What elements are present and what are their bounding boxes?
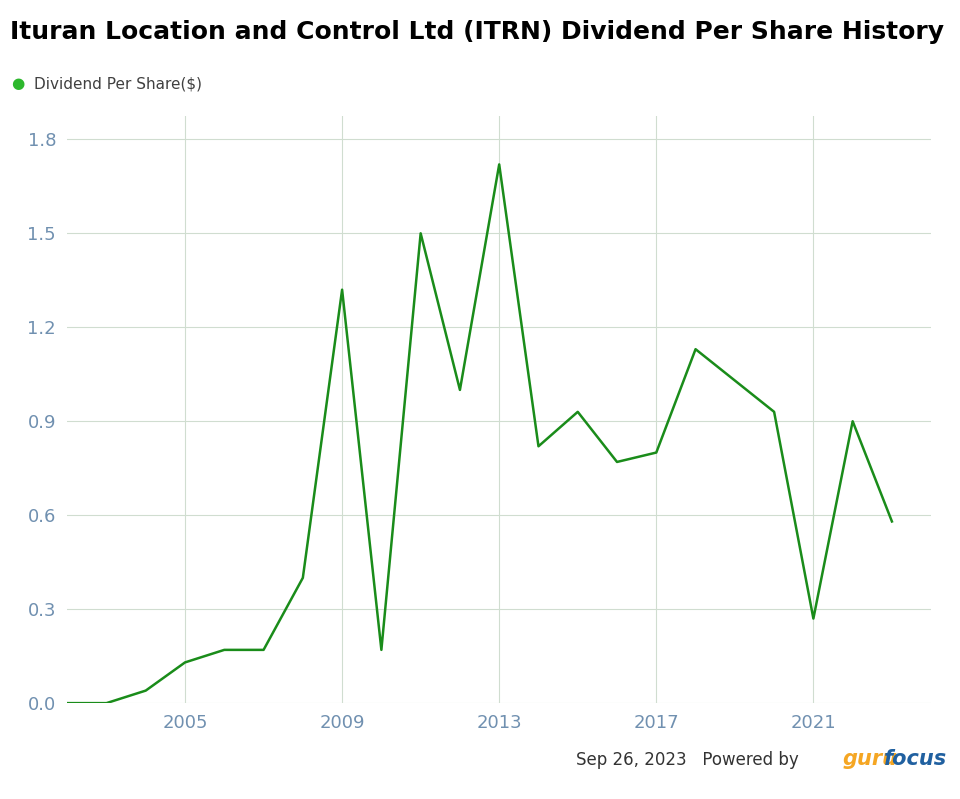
- Text: guru: guru: [843, 749, 898, 769]
- Text: Sep 26, 2023   Powered by: Sep 26, 2023 Powered by: [576, 750, 804, 769]
- Text: Dividend Per Share($): Dividend Per Share($): [34, 77, 202, 91]
- Text: ●: ●: [12, 77, 25, 91]
- Text: Ituran Location and Control Ltd (ITRN) Dividend Per Share History: Ituran Location and Control Ltd (ITRN) D…: [10, 20, 944, 44]
- Text: focus: focus: [884, 749, 948, 769]
